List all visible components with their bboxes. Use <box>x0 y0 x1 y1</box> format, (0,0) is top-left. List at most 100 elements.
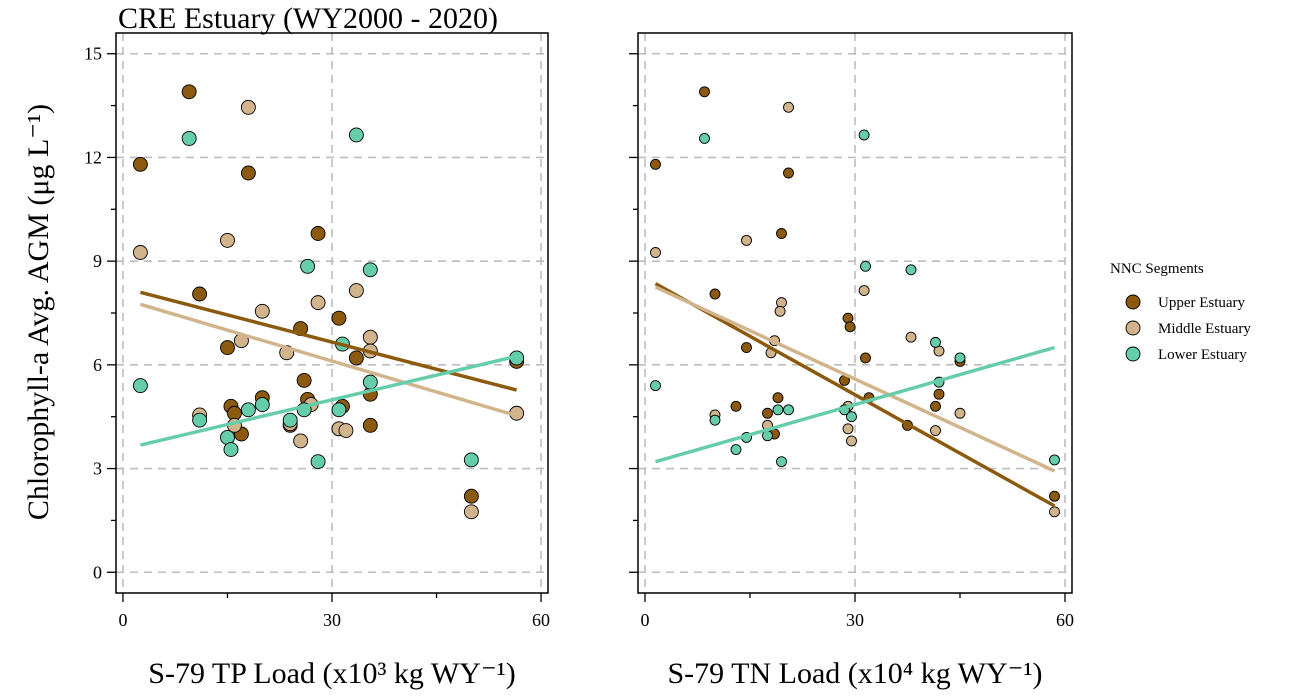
data-point <box>933 388 945 400</box>
data-point <box>1049 454 1060 466</box>
legend: NNC Segments Upper Estuary Middle Estuary L… <box>1110 261 1251 363</box>
data-point <box>362 262 378 278</box>
data-point <box>362 374 378 390</box>
data-point <box>772 392 784 404</box>
data-point <box>783 167 794 179</box>
data-point <box>730 400 742 412</box>
chart-title: CRE Estuary (WY2000 - 2020) <box>118 2 498 35</box>
data-point <box>348 350 364 366</box>
data-point <box>709 288 721 300</box>
data-point <box>650 380 661 392</box>
data-point <box>930 336 941 348</box>
data-point <box>132 245 148 260</box>
data-point <box>240 402 256 418</box>
fit-line <box>139 290 518 392</box>
x-tick-label: 0 <box>641 610 650 630</box>
data-point <box>192 412 208 428</box>
data-point <box>254 303 270 319</box>
data-point <box>181 130 197 146</box>
data-point <box>954 407 966 419</box>
data-point <box>762 407 773 419</box>
x-tick-label: 60 <box>532 610 550 630</box>
data-point <box>783 101 794 113</box>
data-point <box>331 402 347 418</box>
panel-1: 0 30 60 0 3 6 9 12 15 S-79 TP Load (x10³ kg WY⁻¹) <box>84 32 550 690</box>
data-point <box>132 378 148 394</box>
data-point <box>741 342 752 354</box>
data-point <box>240 99 256 115</box>
legend-title: NNC Segments <box>1110 261 1204 277</box>
data-point <box>776 228 787 239</box>
data-point <box>699 86 710 98</box>
series-upper-estuary <box>650 86 1060 502</box>
data-point <box>776 456 787 468</box>
data-point <box>240 165 256 181</box>
data-point <box>181 84 197 100</box>
series-upper-estuary <box>132 84 525 504</box>
fit-line <box>654 285 1056 473</box>
data-point <box>842 423 854 435</box>
data-point <box>774 305 786 317</box>
data-point <box>650 158 661 170</box>
data-point <box>223 442 239 457</box>
data-point <box>310 226 326 241</box>
legend-marker <box>1125 294 1141 310</box>
data-point <box>1049 490 1060 502</box>
x-tick-label: 30 <box>846 610 864 630</box>
data-point <box>348 127 364 143</box>
fit-line <box>654 282 1056 508</box>
y-axis-title: Chlorophyll-a Avg. AGM (μg L⁻¹) <box>22 104 55 520</box>
y-tick-label: 12 <box>84 147 102 167</box>
data-point <box>1049 506 1060 518</box>
fit-line <box>139 302 518 418</box>
data-point <box>293 433 309 449</box>
data-point <box>844 321 856 333</box>
legend-label: Lower Estuary <box>1158 347 1247 363</box>
data-point <box>220 232 235 248</box>
y-tick-label: 9 <box>93 251 102 271</box>
panel-2: 0 30 60 S-79 TN Load (x10⁴ kg WY⁻¹) <box>629 32 1074 690</box>
data-point <box>282 412 298 428</box>
x-tick-label: 30 <box>323 610 341 630</box>
data-point <box>331 310 347 326</box>
data-point <box>846 435 857 447</box>
data-point <box>362 417 378 433</box>
data-point <box>709 414 721 426</box>
data-point <box>905 264 917 276</box>
data-point <box>905 331 917 343</box>
data-point <box>310 454 326 470</box>
x-tick-label: 60 <box>1056 610 1074 630</box>
data-point <box>254 397 270 413</box>
y-tick-label: 15 <box>84 44 102 64</box>
data-point <box>463 452 479 468</box>
data-point <box>348 283 364 298</box>
data-point <box>220 340 235 356</box>
data-point <box>858 129 870 141</box>
legend-label: Middle Estuary <box>1158 321 1251 337</box>
legend-marker <box>1125 320 1141 336</box>
legend-label: Upper Estuary <box>1158 295 1246 311</box>
y-tick-label: 6 <box>93 355 102 375</box>
data-point <box>132 156 148 172</box>
x-axis-title: S-79 TN Load (x10⁴ kg WY⁻¹) <box>668 657 1043 690</box>
data-point <box>338 423 354 438</box>
fit-line <box>139 354 518 447</box>
data-point <box>730 444 742 455</box>
data-point <box>930 425 941 436</box>
x-tick-label: 0 <box>118 610 127 630</box>
data-point <box>192 286 208 302</box>
data-point <box>463 504 479 520</box>
data-point <box>860 260 871 272</box>
data-point <box>300 258 316 274</box>
legend-marker <box>1125 346 1141 362</box>
data-point <box>772 404 784 416</box>
data-point <box>362 329 378 345</box>
data-point <box>954 352 966 364</box>
data-point <box>858 285 870 296</box>
panel-frame <box>115 32 549 594</box>
y-tick-label: 0 <box>93 562 102 582</box>
data-point <box>650 247 661 258</box>
data-point <box>846 411 857 423</box>
y-tick-label: 3 <box>93 459 102 479</box>
